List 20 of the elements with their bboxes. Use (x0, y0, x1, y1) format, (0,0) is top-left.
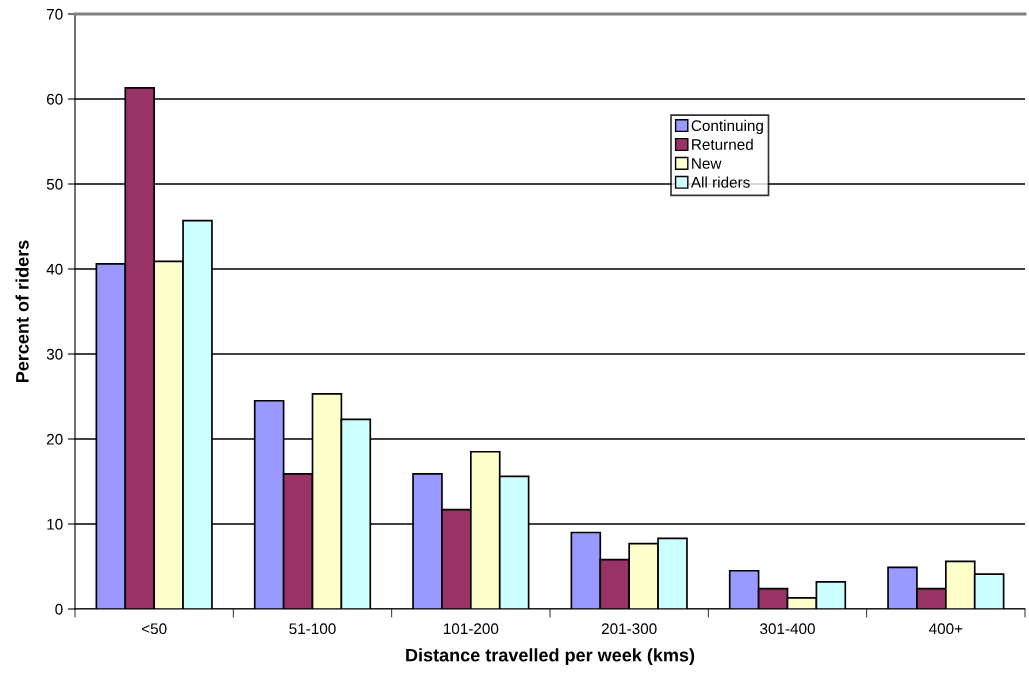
y-tick-label: 40 (46, 263, 63, 275)
x-tick-label: 301-400 (760, 623, 815, 635)
y-axis-title: Percent of riders (15, 240, 29, 383)
x-tick-label: <50 (141, 623, 167, 635)
y-tick-label: 30 (46, 348, 63, 360)
legend-label: New (692, 158, 722, 169)
y-tick-label: 60 (46, 93, 63, 105)
y-tick-label: 50 (46, 178, 63, 190)
y-tick-label: 70 (46, 8, 63, 20)
y-tick-label: 10 (47, 518, 63, 530)
x-tick-label: 51-100 (289, 623, 336, 635)
x-axis-title: Distance travelled per week (kms) (406, 648, 695, 666)
legend-label: All riders (690, 176, 750, 188)
x-tick-label: 400+ (928, 623, 963, 635)
y-tick-label: 20 (46, 433, 63, 445)
y-tick-label: 0 (55, 603, 63, 615)
x-tick-label: 101-200 (443, 623, 499, 635)
legend-label: Returned (692, 138, 753, 150)
x-tick-label: 201-300 (601, 623, 657, 635)
legend-label: Continuing (691, 119, 763, 135)
